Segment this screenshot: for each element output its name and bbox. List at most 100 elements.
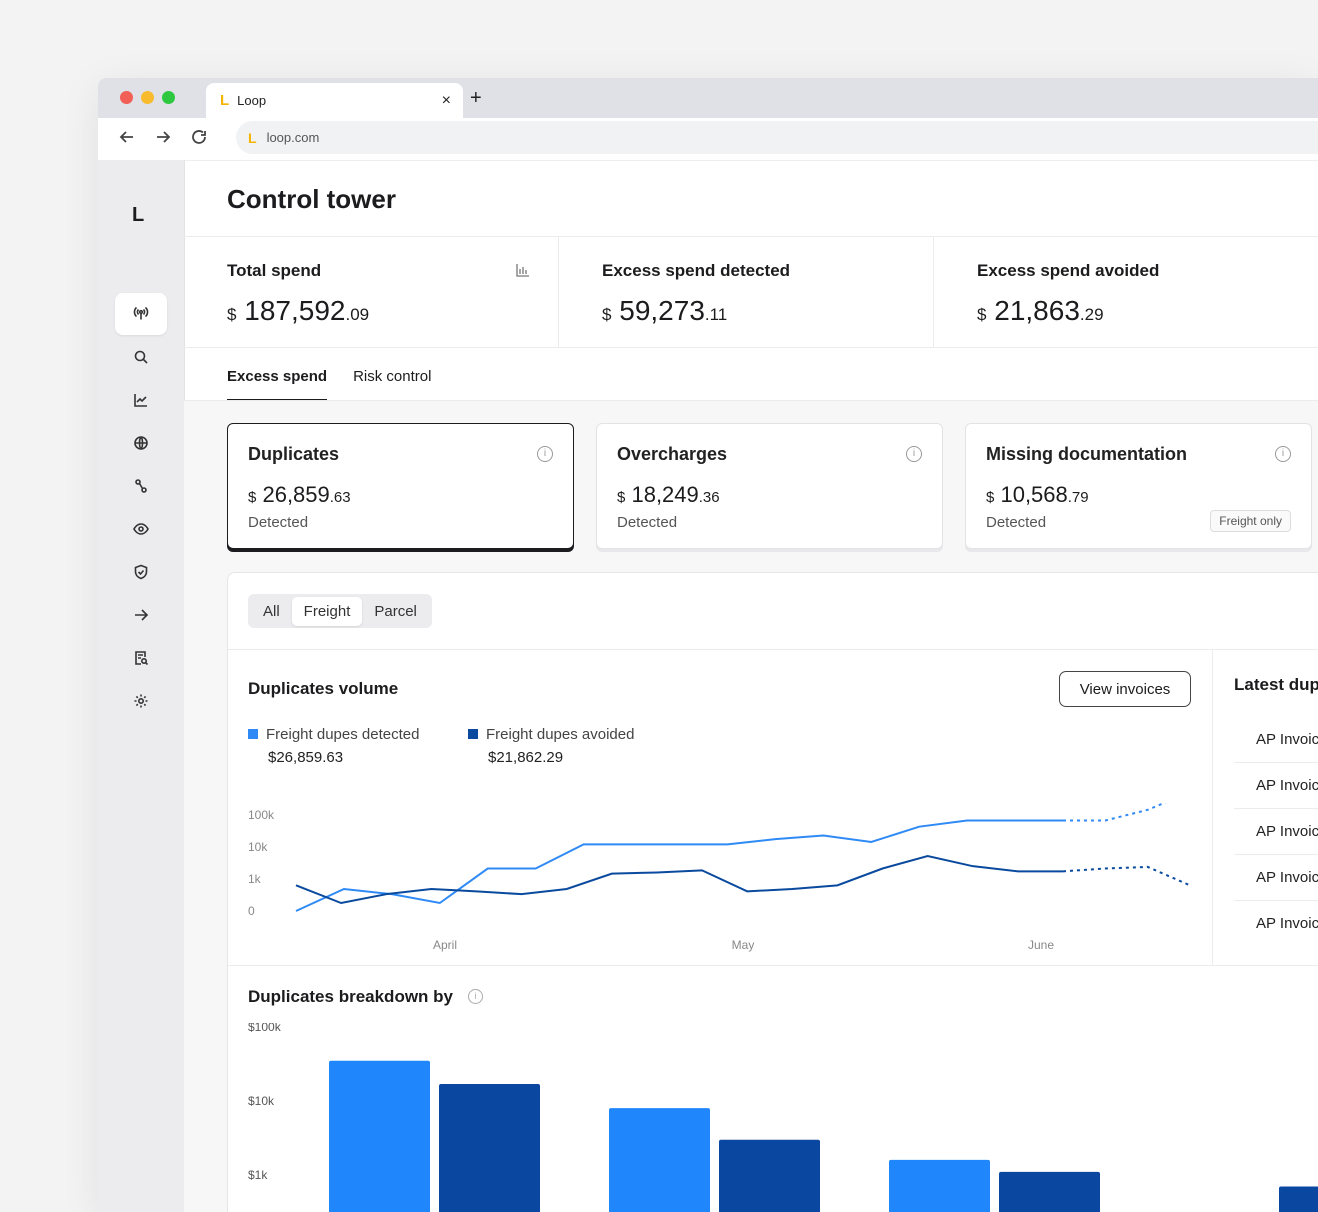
browser-tab[interactable]: L Loop × <box>206 83 463 118</box>
legend-swatch <box>248 729 258 739</box>
list-item[interactable]: AP Invoice <box>1234 809 1318 855</box>
mode-segmented-control: All Freight Parcel <box>248 594 432 628</box>
legend-amount: $26,859.63 <box>268 749 344 766</box>
url-field[interactable]: L loop.com <box>236 121 1318 154</box>
legend-amount: $21,862.29 <box>488 749 564 766</box>
card-value: $ 18,249.36 <box>617 482 720 507</box>
latest-duplicates-title: Latest duplicates <box>1234 675 1318 694</box>
series-projection-detected <box>1063 803 1167 822</box>
bar-detected-0 <box>329 1060 430 1212</box>
list-item[interactable]: AP Invoice <box>1234 717 1318 763</box>
tab-risk-control[interactable]: Risk control <box>353 368 432 385</box>
volume-title: Duplicates volume <box>248 679 399 698</box>
list-item[interactable]: AP Invoice <box>1234 855 1318 901</box>
browser-window: L Loop × + L loop.com L <box>98 78 1318 1212</box>
bar-chart-icon[interactable] <box>516 263 530 277</box>
site-logo-icon: L <box>248 129 257 146</box>
window-controls <box>120 91 175 104</box>
close-window-button[interactable] <box>120 91 133 104</box>
segment-all[interactable]: All <box>263 602 280 620</box>
kpi-label: Total spend <box>227 261 322 280</box>
bar-avoided-2 <box>999 1171 1100 1212</box>
card-status: Detected <box>248 514 309 531</box>
info-icon[interactable]: i <box>1275 446 1291 462</box>
kpi-total-spend: Total spend $ 187,592.09 <box>184 237 559 347</box>
segment-parcel[interactable]: Parcel <box>374 602 417 620</box>
y-tick-label: 0 <box>248 904 255 918</box>
globe-icon[interactable] <box>115 422 167 464</box>
details-panel: All Freight Parcel Duplicates volume Vie… <box>227 572 1318 1212</box>
tab-title: Loop <box>237 93 267 108</box>
divider <box>1212 649 1213 965</box>
browser-tabbar: L Loop × + <box>98 78 1318 118</box>
tab-excess-spend[interactable]: Excess spend <box>227 368 328 401</box>
search-icon[interactable] <box>115 336 167 378</box>
card-duplicates[interactable]: Duplicates i $ 26,859.63 Detected <box>227 423 574 549</box>
address-bar: L loop.com <box>98 118 1318 161</box>
freight-only-badge: Freight only <box>1210 510 1291 532</box>
control-tower-icon[interactable] <box>115 293 167 335</box>
duplicates-breakdown-chart: $100k $10k $1k <box>248 1023 1318 1212</box>
close-tab-icon[interactable]: × <box>441 91 451 109</box>
info-icon[interactable]: i <box>468 989 483 1004</box>
page-title: Control tower <box>227 184 396 214</box>
shield-check-icon[interactable] <box>115 551 167 593</box>
divider <box>228 965 1318 966</box>
card-value: $ 26,859.63 <box>248 482 351 507</box>
kpi-value: $ 187,592.09 <box>227 295 370 326</box>
back-arrow-icon[interactable] <box>118 128 136 151</box>
card-status: Detected <box>986 514 1047 531</box>
arrow-right-icon[interactable] <box>115 594 167 636</box>
card-title: Overcharges <box>617 444 728 464</box>
category-cards: Duplicates i $ 26,859.63 Detected Overch… <box>227 423 1312 549</box>
card-overcharges[interactable]: Overcharges i $ 18,249.36 Detected <box>596 423 943 549</box>
bar-detected-2 <box>889 1159 990 1212</box>
reload-icon[interactable] <box>190 128 208 151</box>
legend-detected: Freight dupes detected $26,859.63 <box>248 726 419 766</box>
maximize-window-button[interactable] <box>162 91 175 104</box>
main-content: Control tower Total spend $ 187,592.09 E… <box>184 160 1318 1212</box>
latest-duplicates-list: AP Invoice AP Invoice AP Invoice AP Invo… <box>1234 717 1318 946</box>
kpi-excess-detected: Excess spend detected $ 59,273.11 <box>559 237 934 347</box>
card-missing-documentation[interactable]: Missing documentation i $ 10,568.79 Dete… <box>965 423 1312 549</box>
forward-arrow-icon[interactable] <box>154 128 172 151</box>
series-line-avoided <box>295 854 1063 905</box>
card-title: Missing documentation <box>986 444 1188 464</box>
settings-gear-icon[interactable] <box>115 680 167 722</box>
view-invoices-button[interactable]: View invoices <box>1059 671 1191 707</box>
eye-icon[interactable] <box>115 508 167 550</box>
route-icon[interactable] <box>115 465 167 507</box>
card-value: $ 10,568.79 <box>986 482 1089 507</box>
x-tick-label: June <box>1028 938 1054 952</box>
bar-avoided-0 <box>439 1083 540 1212</box>
y-tick-label: 10k <box>248 840 268 854</box>
info-icon[interactable]: i <box>906 446 922 462</box>
document-search-icon[interactable] <box>115 637 167 679</box>
y-tick-label: 1k <box>248 872 262 886</box>
analytics-icon[interactable] <box>115 379 167 421</box>
divider <box>228 649 1318 650</box>
duplicates-volume-chart: 100k 10k 1k 0 April May June <box>248 803 1191 952</box>
legend-avoided: Freight dupes avoided $21,862.29 <box>468 726 634 766</box>
view-tabs: Excess spend Risk control <box>227 368 431 401</box>
list-item[interactable]: AP Invoice <box>1256 915 1318 932</box>
y-tick-label: $100k <box>248 1023 282 1034</box>
bar-avoided-1 <box>719 1139 820 1212</box>
minimize-window-button[interactable] <box>141 91 154 104</box>
card-title: Duplicates <box>248 444 340 464</box>
sidebar: L <box>98 160 185 1212</box>
new-tab-button[interactable]: + <box>470 87 482 109</box>
kpi-value: $ 21,863.29 <box>977 295 1104 326</box>
y-tick-label: $1k <box>248 1168 268 1182</box>
kpi-label: Excess spend detected <box>602 261 791 280</box>
segment-freight[interactable]: Freight <box>291 596 363 626</box>
x-tick-label: May <box>732 938 755 952</box>
list-item[interactable]: AP Invoice <box>1234 763 1318 809</box>
y-tick-label: 100k <box>248 808 275 822</box>
info-icon[interactable]: i <box>537 446 553 462</box>
series-projection-avoided <box>1062 865 1191 887</box>
y-tick-label: $10k <box>248 1094 275 1108</box>
loop-logo-icon: L <box>220 92 230 109</box>
bar-detected-1 <box>609 1108 710 1212</box>
app-logo[interactable]: L <box>132 204 145 226</box>
